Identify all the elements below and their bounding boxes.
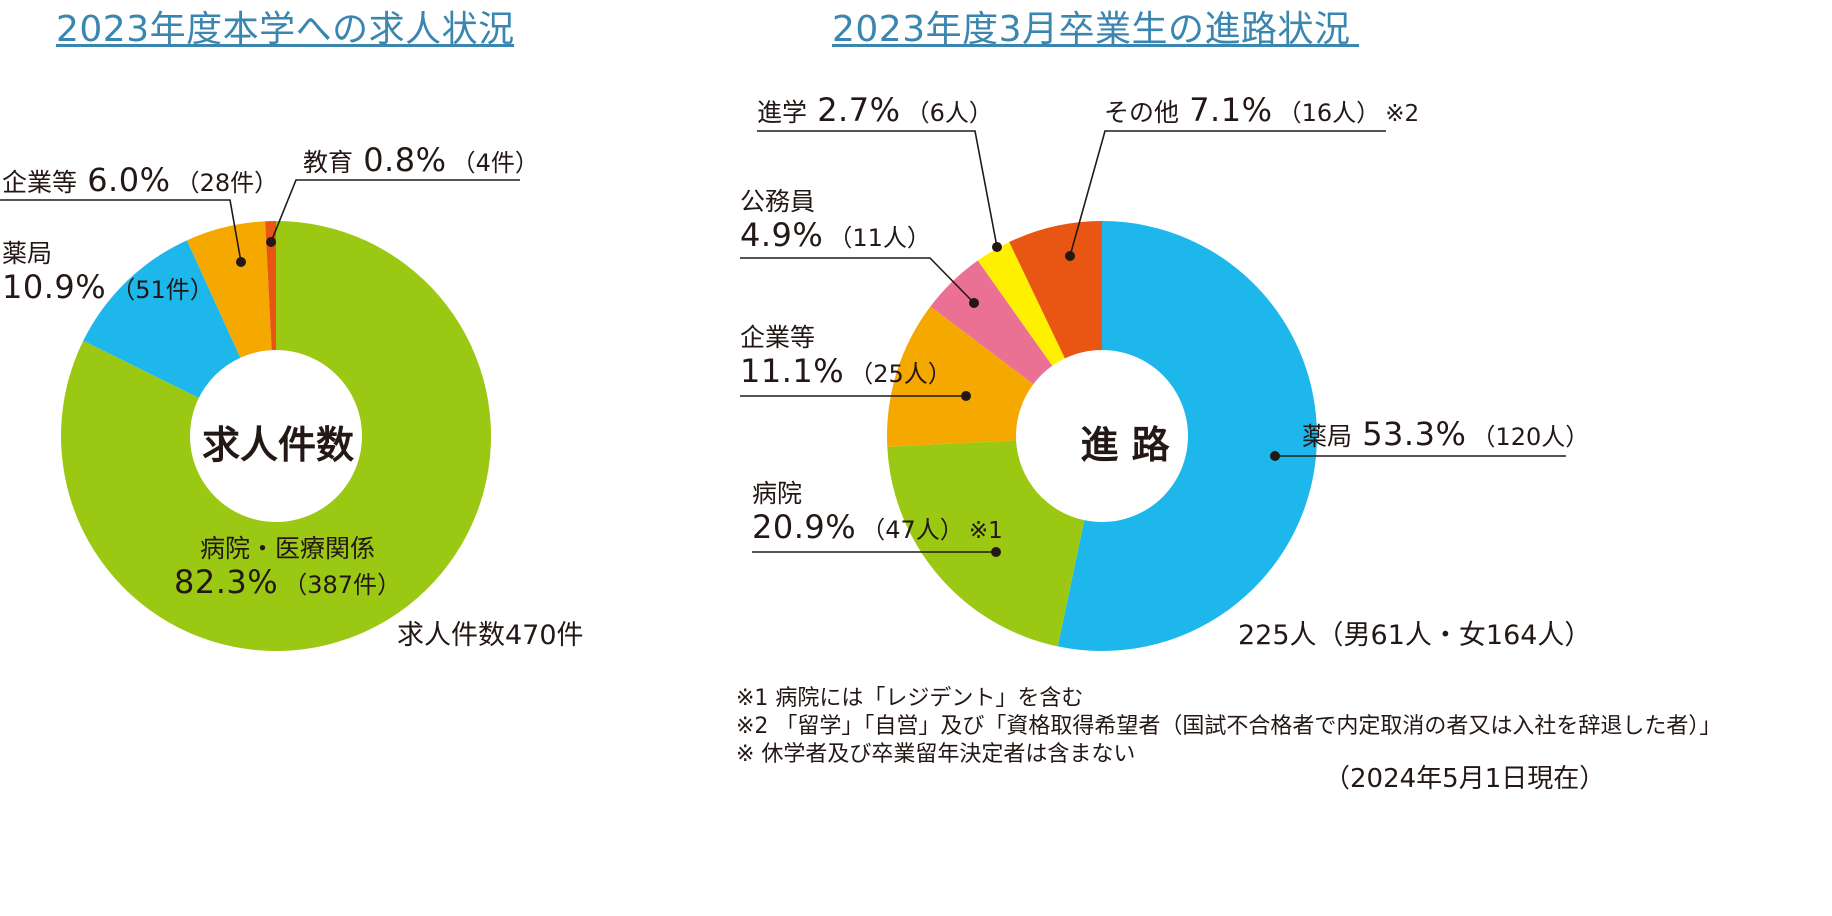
slice-percent: 82.3% <box>174 562 279 601</box>
right-label-komuin: 公務員 4.9% （11人） <box>740 187 931 254</box>
slice-name: 公務員 <box>740 187 816 216</box>
slice-count: （11人） <box>828 223 931 252</box>
right-donut <box>886 221 1318 652</box>
leader-right-sonota <box>1069 130 1386 257</box>
right-slice-4 <box>977 242 1065 366</box>
right-total-label: 225人（男61人・女164人） <box>1238 620 1592 651</box>
left-chart-title: 2023年度本学への求人状況 <box>56 9 515 50</box>
slice-percent: 7.1% <box>1189 91 1273 129</box>
slice-percent: 2.7% <box>817 91 901 129</box>
left-title-underline <box>56 44 514 47</box>
slice-name: 教育 <box>303 148 354 177</box>
right-slice-3 <box>930 260 1053 385</box>
slice-percent: 0.8% <box>363 141 447 179</box>
left-label-kigyo: 企業等 6.0% （28件） <box>2 162 278 199</box>
slice-name: 病院 <box>752 479 803 508</box>
right-label-sonota: その他 7.1% （16人） ※2 <box>1104 92 1419 129</box>
leader-right-shingaku <box>757 130 998 248</box>
slice-name: 病院・医療関係 <box>200 534 376 563</box>
right-label-shingaku: 進学 2.7% （6人） <box>757 92 993 129</box>
right-center-label: 進 路 <box>1080 423 1170 467</box>
left-slice-2 <box>186 221 272 358</box>
slice-count: （51件） <box>111 275 214 304</box>
leader-right-komuin <box>740 257 975 304</box>
leader-right-yakkyoku-dot <box>1270 451 1280 461</box>
left-slice-1 <box>83 240 241 398</box>
right-title-underline <box>832 44 1359 47</box>
slice-name: 企業等 <box>2 168 78 197</box>
leader-right-komuin-dot <box>969 298 979 308</box>
right-slice-0 <box>1057 221 1318 652</box>
leader-left-kigyo <box>0 199 242 263</box>
slice-count: （16人） <box>1277 99 1381 127</box>
slice-name: 薬局 <box>2 239 53 268</box>
left-label-byoin: 病院・医療関係 82.3% （387件） <box>174 534 402 601</box>
footnote-2: ※2 「留学」「自営」及び「資格取得希望者（国試不合格者で内定取消の者又は入社を… <box>736 714 1722 739</box>
slice-count: （120人） <box>1471 423 1590 451</box>
right-label-kigyo: 企業等 11.1% （25人） <box>740 323 952 390</box>
slice-count: （4件） <box>451 149 539 177</box>
right-label-byoin: 病院 20.9% （47人） ※1 <box>752 479 1003 546</box>
slice-name: 薬局 <box>1302 422 1353 451</box>
left-slice-0 <box>61 221 491 651</box>
left-donut <box>61 221 491 651</box>
slice-count: （387件） <box>283 570 402 599</box>
slice-name: その他 <box>1104 98 1180 127</box>
slice-percent: 53.3% <box>1362 415 1467 453</box>
leader-lines <box>0 130 1566 557</box>
as-of-date: （2024年5月1日現在） <box>1324 764 1606 794</box>
footnote-1: ※1 病院には「レジデント」を含む <box>736 686 1084 711</box>
leader-right-kigyo-dot <box>961 391 971 401</box>
leader-left-kyoiku-dot <box>266 237 276 247</box>
footnote-3: ※ 休学者及び卒業留年決定者は含まない <box>736 742 1136 767</box>
left-label-yakkyoku: 薬局 10.9% （51件） <box>2 239 214 306</box>
right-slice-2 <box>886 306 1034 447</box>
left-center-label: 求人件数 <box>202 423 355 467</box>
leader-left-kyoiku <box>270 179 520 243</box>
slice-percent: 4.9% <box>740 215 824 254</box>
slice-note: ※1 <box>968 517 1003 544</box>
slice-percent: 20.9% <box>752 507 857 546</box>
left-slice-3 <box>265 221 276 351</box>
slice-name: 企業等 <box>740 323 816 352</box>
slice-note: ※2 <box>1385 101 1420 127</box>
right-slice-5 <box>1009 221 1102 359</box>
slice-count: （25人） <box>849 359 952 388</box>
right-label-yakkyoku: 薬局 53.3% （120人） <box>1302 416 1589 453</box>
slice-count: （28件） <box>175 169 279 197</box>
right-slice-1 <box>887 440 1085 647</box>
leader-right-sonota-dot <box>1065 251 1075 261</box>
leader-left-kigyo-dot <box>236 257 246 267</box>
slice-percent: 11.1% <box>740 351 845 390</box>
slice-name: 進学 <box>757 98 808 127</box>
left-total-label: 求人件数470件 <box>397 620 584 651</box>
left-label-kyoiku: 教育 0.8% （4件） <box>303 142 539 179</box>
leader-right-shingaku-dot <box>992 242 1002 252</box>
slice-count: （6人） <box>905 99 993 127</box>
leader-right-byoin-dot <box>991 547 1001 557</box>
slice-percent: 10.9% <box>2 267 107 306</box>
slice-count: （47人） <box>861 515 964 544</box>
right-chart-title: 2023年度3月卒業生の進路状況 <box>832 9 1351 50</box>
slice-percent: 6.0% <box>87 161 171 199</box>
